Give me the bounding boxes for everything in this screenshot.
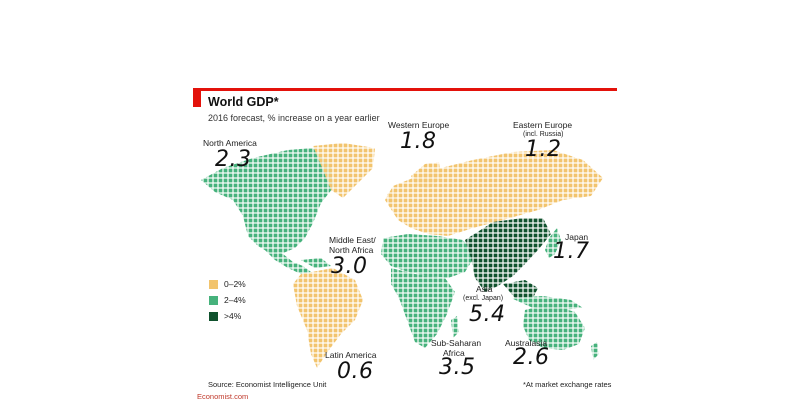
- legend-swatch-low: [209, 280, 218, 289]
- legend-swatch-mid: [209, 296, 218, 305]
- south-america-shape: [293, 268, 363, 368]
- value-japan: 1.7: [553, 239, 590, 264]
- greenland-shape: [313, 143, 375, 198]
- value-australasia: 2.6: [513, 345, 550, 370]
- footnote: *At market exchange rates: [523, 380, 612, 389]
- map-subtitle: 2016 forecast, % increase on a year earl…: [208, 113, 380, 123]
- mena-shape: [381, 234, 475, 278]
- label-eastern-europe: Eastern Europe: [513, 120, 573, 130]
- label-asia: Asia: [476, 284, 493, 294]
- label-western-europe: Western Europe: [388, 120, 450, 130]
- map-title: World GDP*: [208, 95, 279, 109]
- source-note: Source: Economist Intelligence Unit: [208, 380, 327, 389]
- legend-swatch-high: [209, 312, 218, 321]
- indonesia-shape: [511, 296, 583, 310]
- map-card: World GDP* 2016 forecast, % increase on …: [193, 88, 617, 406]
- accent-bar: [193, 88, 617, 91]
- caribbean-shape: [301, 258, 331, 268]
- value-eastern-europe: 1.2: [525, 137, 562, 162]
- scandinavia-shape: [411, 162, 441, 188]
- legend-label-low: 0–2%: [224, 279, 246, 289]
- value-asia: 5.4: [469, 302, 506, 327]
- label-latin-america: Latin America: [325, 350, 377, 360]
- value-sub-saharan: 3.5: [439, 355, 476, 380]
- value-middle-east: 3.0: [331, 254, 368, 279]
- madagascar-shape: [451, 316, 459, 338]
- uk-shape: [387, 190, 397, 206]
- asia-high-shape: [465, 218, 551, 292]
- accent-tag: [193, 91, 201, 107]
- world-dot-map: [201, 143, 603, 368]
- new-zealand-shape: [591, 342, 599, 360]
- north-america-shape: [201, 148, 333, 254]
- label-japan: Japan: [565, 232, 589, 242]
- note-eastern-europe: (incl. Russia): [523, 131, 564, 138]
- note-asia: (excl. Japan): [463, 295, 504, 302]
- japan-shape: [545, 228, 561, 258]
- label-middle-east: Middle East/: [329, 235, 376, 245]
- label-sub-saharan: Sub-Saharan: [431, 338, 482, 348]
- legend-label-mid: 2–4%: [224, 295, 246, 305]
- value-latin-america: 0.6: [337, 359, 374, 384]
- label-north-africa: North Africa: [329, 245, 374, 255]
- label-north-america: North America: [203, 138, 257, 148]
- label-australasia: Australasia: [505, 338, 548, 348]
- value-western-europe: 1.8: [400, 129, 437, 154]
- sub-saharan-shape: [391, 268, 455, 348]
- site-credit: Economist.com: [197, 392, 249, 401]
- australia-shape: [523, 304, 585, 350]
- legend-label-high: >4%: [224, 311, 242, 321]
- central-america-shape: [263, 248, 311, 274]
- se-asia-shape: [503, 280, 538, 298]
- label-africa: Africa: [443, 348, 465, 358]
- value-north-america: 2.3: [215, 147, 252, 172]
